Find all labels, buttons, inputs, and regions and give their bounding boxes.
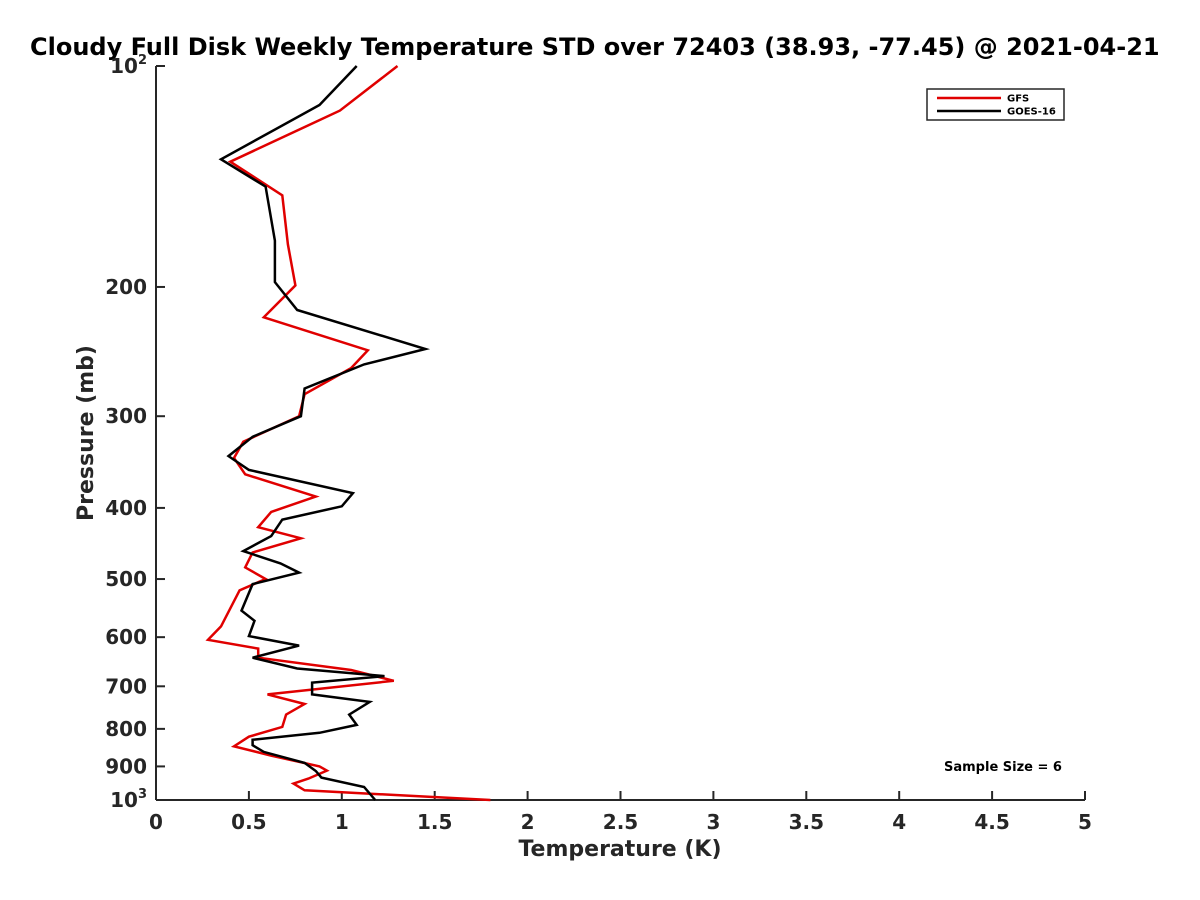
legend-box — [926, 88, 1065, 121]
y-tick-label: 500 — [105, 567, 147, 591]
x-tick-label: 0.5 — [231, 810, 266, 834]
y-tick-label: 102 — [110, 53, 147, 78]
series-line-gfs — [205, 65, 491, 802]
y-tick-label: 300 — [105, 404, 147, 428]
y-tick-label: 600 — [105, 625, 147, 649]
x-tick-label: 3 — [706, 810, 720, 834]
series-lines — [205, 65, 491, 802]
series-line-goes-16 — [218, 65, 431, 801]
x-tick-label: 4 — [892, 810, 906, 834]
legend-label: GFS — [1007, 94, 1029, 105]
x-tick-label: 3.5 — [789, 810, 824, 834]
y-tick-label: 900 — [105, 754, 147, 778]
x-tick-label: 1 — [335, 810, 349, 834]
legend-label: GOES-16 — [1007, 107, 1056, 118]
x-tick-label: 4.5 — [974, 810, 1009, 834]
y-tick-label: 800 — [105, 717, 147, 741]
y-tick-label: 103 — [110, 787, 147, 812]
chart-title: Cloudy Full Disk Weekly Temperature STD … — [30, 33, 1160, 61]
x-tick-label: 2.5 — [603, 810, 638, 834]
y-tick-label: 200 — [105, 275, 147, 299]
legend: GFS GOES-16 — [926, 88, 1065, 121]
x-tick-label: 0 — [149, 810, 163, 834]
y-tick-label: 400 — [105, 496, 147, 520]
x-tick-label: 1.5 — [417, 810, 452, 834]
y-tick-label: 700 — [105, 674, 147, 698]
x-tick-label: 5 — [1078, 810, 1092, 834]
axes: 0 0.5 1 1.5 2 2.5 3 3.5 4 4.5 5 102 200 300 400 500 600 7… — [105, 53, 1092, 834]
y-axis-label: Pressure (mb) — [74, 345, 99, 521]
x-axis-label: Temperature (K) — [518, 837, 721, 862]
x-tick-label: 2 — [521, 810, 535, 834]
sample-size-annotation: Sample Size = 6 — [944, 760, 1062, 775]
